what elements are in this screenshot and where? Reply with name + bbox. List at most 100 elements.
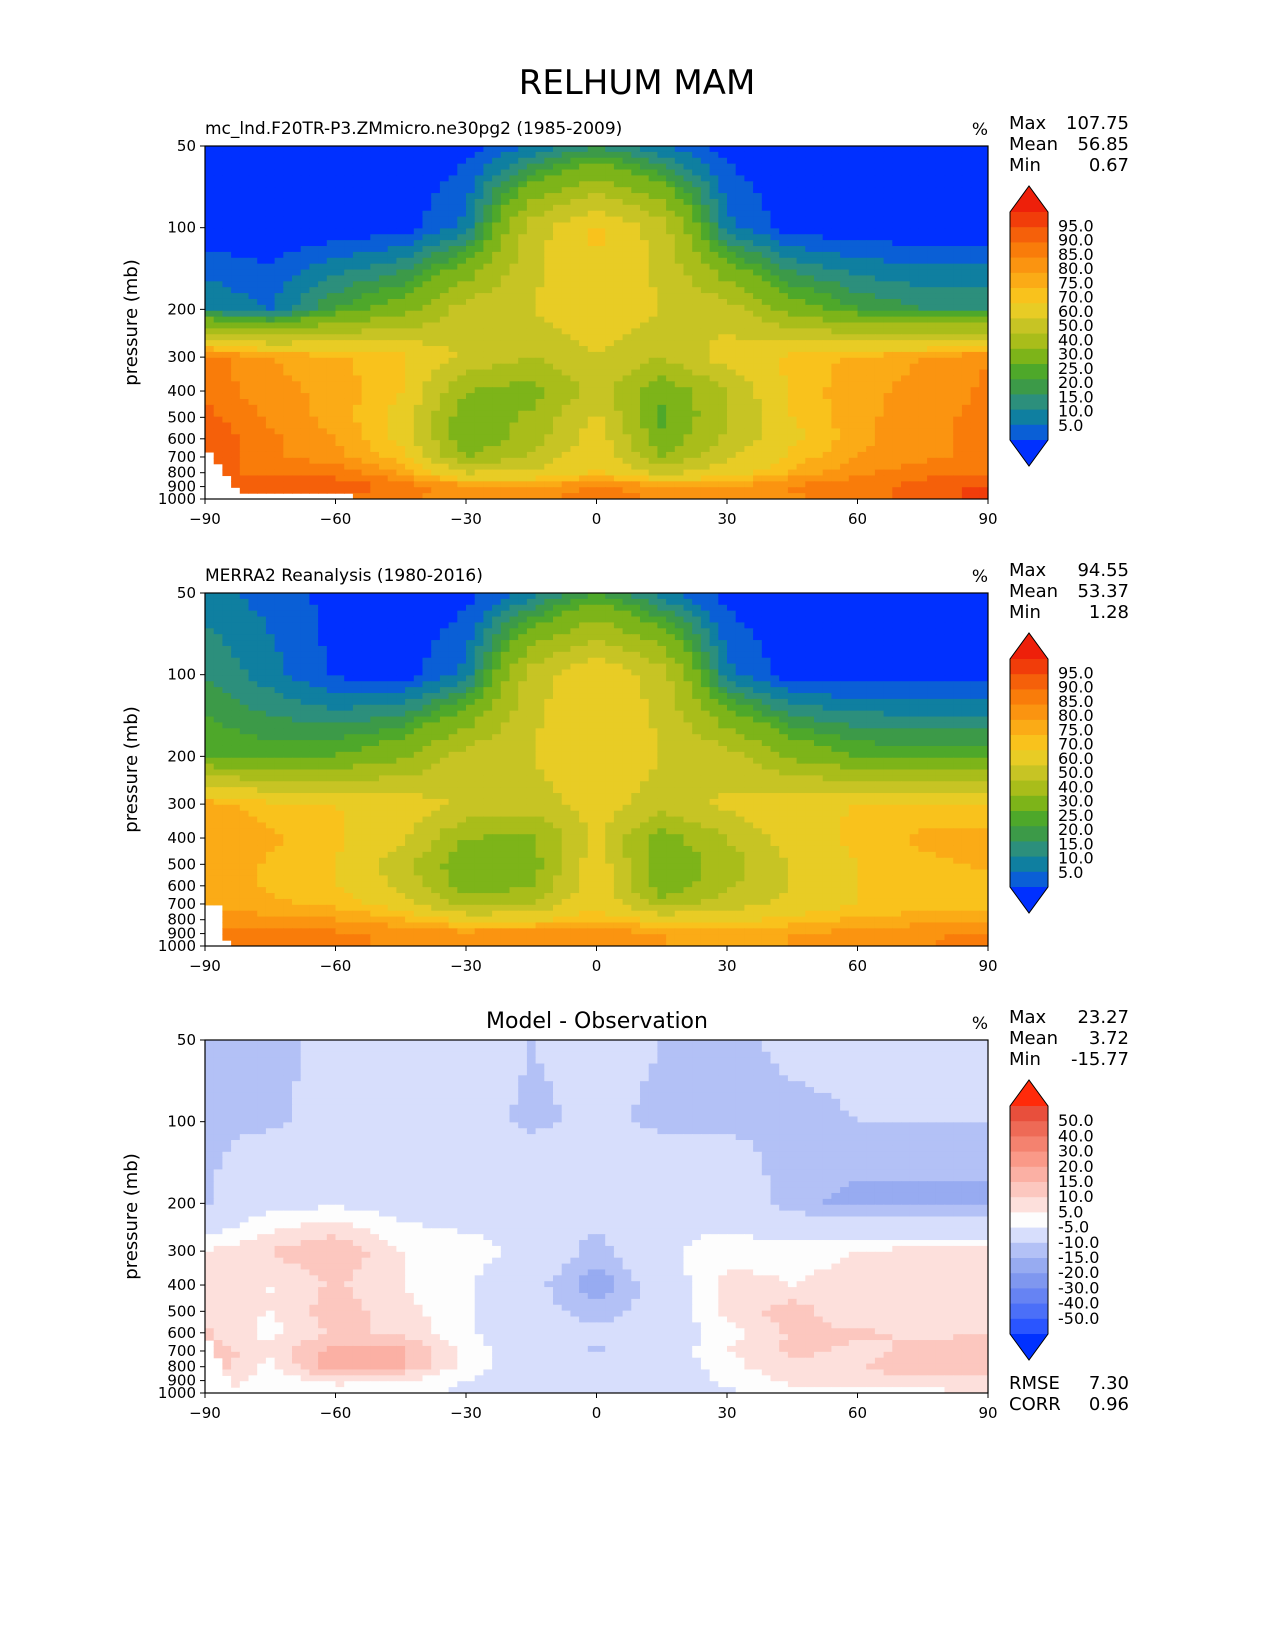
field-cell bbox=[213, 269, 223, 277]
field-cell bbox=[735, 457, 745, 465]
field-cell bbox=[352, 275, 363, 282]
field-cell bbox=[909, 163, 919, 171]
field-cell bbox=[239, 198, 250, 206]
field-cell bbox=[674, 169, 685, 177]
field-cell bbox=[205, 198, 215, 206]
field-cell bbox=[292, 410, 302, 418]
field-cell bbox=[352, 281, 363, 288]
field-cell bbox=[901, 322, 911, 329]
field-cell bbox=[335, 222, 345, 229]
field-cell bbox=[309, 446, 319, 453]
field-cell bbox=[892, 146, 902, 153]
field-cell bbox=[474, 393, 484, 400]
field-cell bbox=[709, 357, 719, 365]
field-cell bbox=[500, 293, 511, 300]
field-cell bbox=[901, 240, 911, 247]
field-cell bbox=[805, 210, 815, 218]
field-cell bbox=[439, 457, 450, 465]
field-cell bbox=[535, 228, 545, 235]
field-cell bbox=[874, 434, 885, 441]
field-cell bbox=[318, 351, 328, 359]
field-cell bbox=[648, 151, 658, 159]
field-cell bbox=[822, 281, 832, 288]
field-cell bbox=[257, 246, 267, 253]
field-cell bbox=[352, 363, 363, 371]
field-cell bbox=[239, 146, 250, 153]
field-cell bbox=[718, 240, 728, 247]
field-cell bbox=[553, 369, 563, 377]
field-cell bbox=[692, 416, 702, 424]
field-cell bbox=[848, 193, 859, 200]
field-cell bbox=[883, 193, 893, 200]
field-cell bbox=[605, 340, 615, 347]
field-cell bbox=[927, 322, 937, 329]
field-cell bbox=[222, 351, 232, 359]
field-cell bbox=[744, 281, 754, 288]
field-cell bbox=[857, 240, 867, 247]
field-cell bbox=[396, 257, 406, 265]
field-cell bbox=[500, 263, 511, 271]
field-cell bbox=[518, 310, 528, 318]
field-cell bbox=[352, 198, 363, 206]
field-cell bbox=[570, 328, 580, 335]
field-cell bbox=[361, 169, 371, 177]
field-cell bbox=[292, 151, 302, 159]
field-cell bbox=[779, 446, 789, 453]
field-cell bbox=[979, 163, 988, 171]
field-cell bbox=[640, 457, 650, 465]
field-cell bbox=[257, 387, 267, 394]
field-cell bbox=[570, 387, 580, 394]
field-cell bbox=[352, 346, 363, 353]
field-cell bbox=[918, 340, 928, 347]
field-cell bbox=[979, 175, 988, 182]
field-cell bbox=[379, 263, 389, 271]
field-cell bbox=[848, 398, 859, 406]
field-cell bbox=[866, 340, 876, 347]
field-cell bbox=[518, 263, 528, 271]
field-cell bbox=[848, 463, 859, 471]
field-cell bbox=[883, 169, 893, 177]
field-cell bbox=[500, 363, 511, 371]
field-cell bbox=[483, 146, 493, 153]
field-cell bbox=[587, 246, 598, 253]
field-cell bbox=[405, 222, 415, 229]
field-cell bbox=[561, 393, 571, 400]
field-cell bbox=[596, 446, 606, 453]
field-cell bbox=[405, 398, 415, 406]
field-cell bbox=[379, 234, 389, 241]
field-cell bbox=[579, 357, 589, 365]
field-cell bbox=[535, 187, 545, 194]
field-cell bbox=[326, 187, 337, 194]
field-cell bbox=[361, 357, 371, 365]
field-cell bbox=[787, 251, 798, 259]
field-cell bbox=[518, 410, 528, 418]
field-cell bbox=[352, 157, 363, 165]
field-cell bbox=[370, 216, 380, 224]
field-cell bbox=[257, 210, 267, 218]
field-cell bbox=[457, 228, 467, 235]
field-cell bbox=[292, 175, 302, 182]
field-cell bbox=[448, 375, 458, 382]
field-cell bbox=[248, 251, 258, 259]
field-cell bbox=[953, 387, 963, 394]
field-cell bbox=[422, 187, 432, 194]
field-cell bbox=[874, 198, 885, 206]
field-cell bbox=[674, 157, 685, 165]
field-cell bbox=[753, 357, 763, 365]
field-cell bbox=[335, 251, 345, 259]
field-cell bbox=[387, 275, 397, 282]
field-cell bbox=[822, 310, 832, 318]
field-cell bbox=[605, 198, 615, 206]
field-cell bbox=[700, 375, 711, 382]
field-cell bbox=[448, 234, 458, 241]
field-cell bbox=[831, 146, 841, 153]
field-cell bbox=[779, 187, 789, 194]
field-cell bbox=[344, 428, 354, 435]
field-cell bbox=[283, 198, 293, 206]
field-cell bbox=[927, 281, 937, 288]
field-cell bbox=[587, 334, 598, 341]
field-cell bbox=[326, 216, 337, 224]
field-cell bbox=[883, 275, 893, 282]
field-cell bbox=[692, 310, 702, 318]
field-cell bbox=[657, 434, 667, 441]
